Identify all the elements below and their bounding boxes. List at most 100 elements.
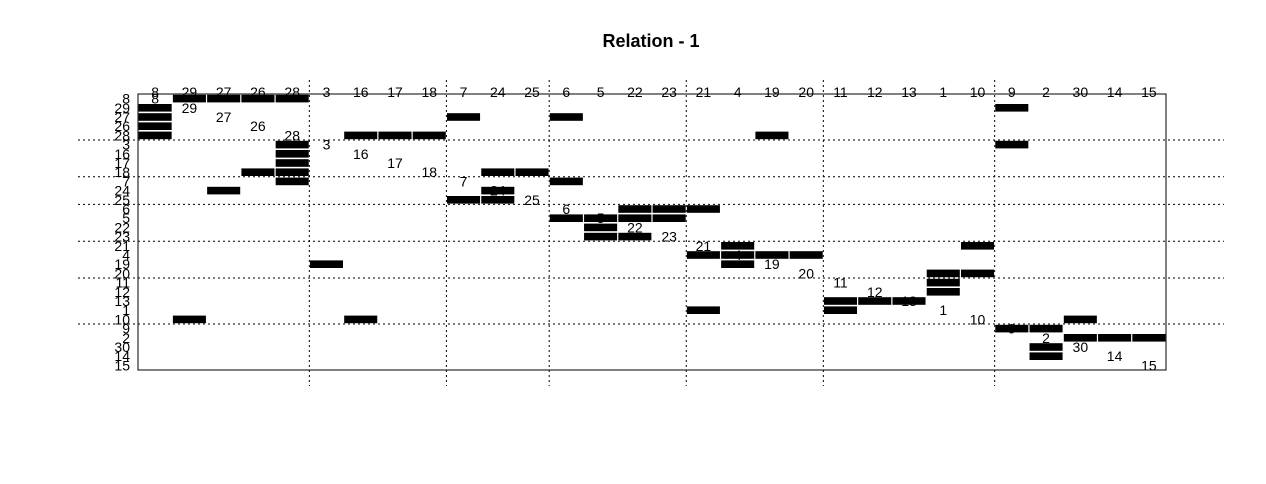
tie-cell-5-25 [995, 140, 1029, 149]
column-label: 18 [421, 84, 437, 100]
tie-cell-5-4 [275, 140, 309, 149]
tie-cell-2-12 [549, 113, 583, 121]
tie-cell-12-16 [686, 205, 720, 213]
cluster-separators [78, 80, 1224, 386]
tie-cell-0-4 [275, 94, 309, 103]
tie-cell-4-7 [378, 131, 412, 140]
row-label: 9 [122, 321, 130, 337]
row-label: 3 [122, 137, 130, 153]
tie-cell-11-9 [447, 196, 481, 204]
diagonal-label: 12 [867, 284, 883, 300]
row-label: 28 [114, 127, 130, 143]
row-label: 17 [114, 155, 130, 171]
tie-cell-4-8 [412, 131, 446, 140]
tie-cell-18-17 [721, 260, 755, 268]
column-label: 27 [216, 84, 232, 100]
diagonal-label: 30 [1073, 339, 1089, 355]
tie-cell-22-22 [892, 297, 926, 305]
tie-cell-23-16 [686, 306, 720, 314]
diagonal-label: 6 [562, 201, 570, 217]
column-label: 1 [939, 84, 947, 100]
diagonal-label: 4 [734, 247, 742, 263]
tie-cell-4-18 [755, 131, 789, 140]
tie-cell-3-0 [138, 122, 172, 130]
tie-cell-20-23 [926, 278, 960, 287]
column-labels: 8 29 27 26 28 3 16 17 18 7 24 25 6 5 22 23 21 4 19 20 11 12 13… [151, 84, 1157, 100]
row-label: 24 [114, 183, 130, 199]
row-label: 16 [114, 146, 130, 162]
tie-cell-4-0 [138, 131, 172, 140]
tie-cells [138, 94, 1166, 360]
diagonal-label: 25 [524, 192, 540, 208]
tie-cell-2-9 [447, 113, 481, 121]
row-label: 23 [114, 229, 130, 245]
tie-cell-11-10 [481, 196, 515, 204]
tie-cell-2-0 [138, 113, 172, 121]
tie-cell-23-20 [823, 306, 857, 314]
column-label: 6 [562, 84, 570, 100]
column-label: 23 [661, 84, 677, 100]
column-label: 24 [490, 84, 506, 100]
row-label: 19 [114, 256, 130, 272]
tie-cell-16-17 [721, 242, 755, 250]
diagonal-label: 19 [764, 256, 780, 272]
diagonal-label: 29 [182, 100, 198, 116]
tie-cell-17-18 [755, 251, 789, 259]
tie-cell-17-16 [686, 251, 720, 259]
row-label: 20 [114, 265, 130, 281]
tie-cell-9-12 [549, 177, 583, 186]
tie-cell-27-26 [1029, 343, 1063, 351]
column-label: 9 [1008, 84, 1016, 100]
tie-cell-0-3 [241, 94, 275, 103]
diagonal-label: 5 [597, 210, 605, 226]
tie-cell-12-14 [618, 205, 652, 213]
column-label: 15 [1141, 84, 1157, 100]
column-label: 19 [764, 84, 780, 100]
diagonal-label: 18 [421, 164, 437, 180]
tie-cell-6-4 [275, 150, 309, 158]
diagonal-label: 28 [284, 127, 300, 143]
diagonal-label: 10 [970, 311, 986, 327]
column-label: 12 [867, 84, 883, 100]
column-label: 2 [1042, 84, 1050, 100]
tie-cell-15-13 [584, 232, 618, 241]
diagonal-label: 11 [833, 275, 848, 291]
row-label: 21 [114, 238, 130, 254]
tie-cell-8-4 [275, 168, 309, 176]
diagonal-label: 8 [151, 91, 159, 107]
tie-cell-13-13 [584, 214, 618, 222]
tie-cell-0-1 [172, 94, 206, 103]
tie-cell-1-25 [995, 104, 1029, 112]
tie-cell-22-20 [823, 297, 857, 305]
row-label: 12 [114, 284, 130, 300]
tie-cell-14-13 [584, 223, 618, 232]
column-label: 5 [597, 84, 605, 100]
tie-cell-13-12 [549, 214, 583, 222]
tie-cell-15-14 [618, 232, 652, 241]
column-label: 30 [1073, 84, 1089, 100]
tie-cell-7-4 [275, 159, 309, 167]
tie-cell-12-15 [652, 205, 686, 213]
column-label: 10 [970, 84, 986, 100]
column-label: 20 [798, 84, 814, 100]
column-label: 16 [353, 84, 369, 100]
diagonal-label: 2 [1042, 330, 1050, 346]
column-label: 25 [524, 84, 540, 100]
diagonal-label: 22 [627, 219, 643, 235]
row-label: 30 [114, 339, 130, 355]
column-label: 21 [696, 84, 712, 100]
tie-cell-17-19 [789, 251, 823, 259]
row-label: 14 [114, 348, 130, 364]
diagonal-label: 23 [661, 229, 677, 245]
diagonal-label: 9 [1008, 321, 1016, 337]
diagonal-label: 27 [216, 109, 232, 125]
diagonal-label: 17 [387, 155, 403, 171]
tie-cell-10-10 [481, 186, 515, 195]
column-label: 11 [833, 84, 848, 100]
column-label: 3 [323, 84, 331, 100]
column-label: 8 [151, 84, 159, 100]
tie-cell-24-6 [344, 315, 378, 324]
row-label: 18 [114, 164, 130, 180]
row-label: 10 [114, 311, 130, 327]
tie-cell-8-11 [515, 168, 549, 176]
